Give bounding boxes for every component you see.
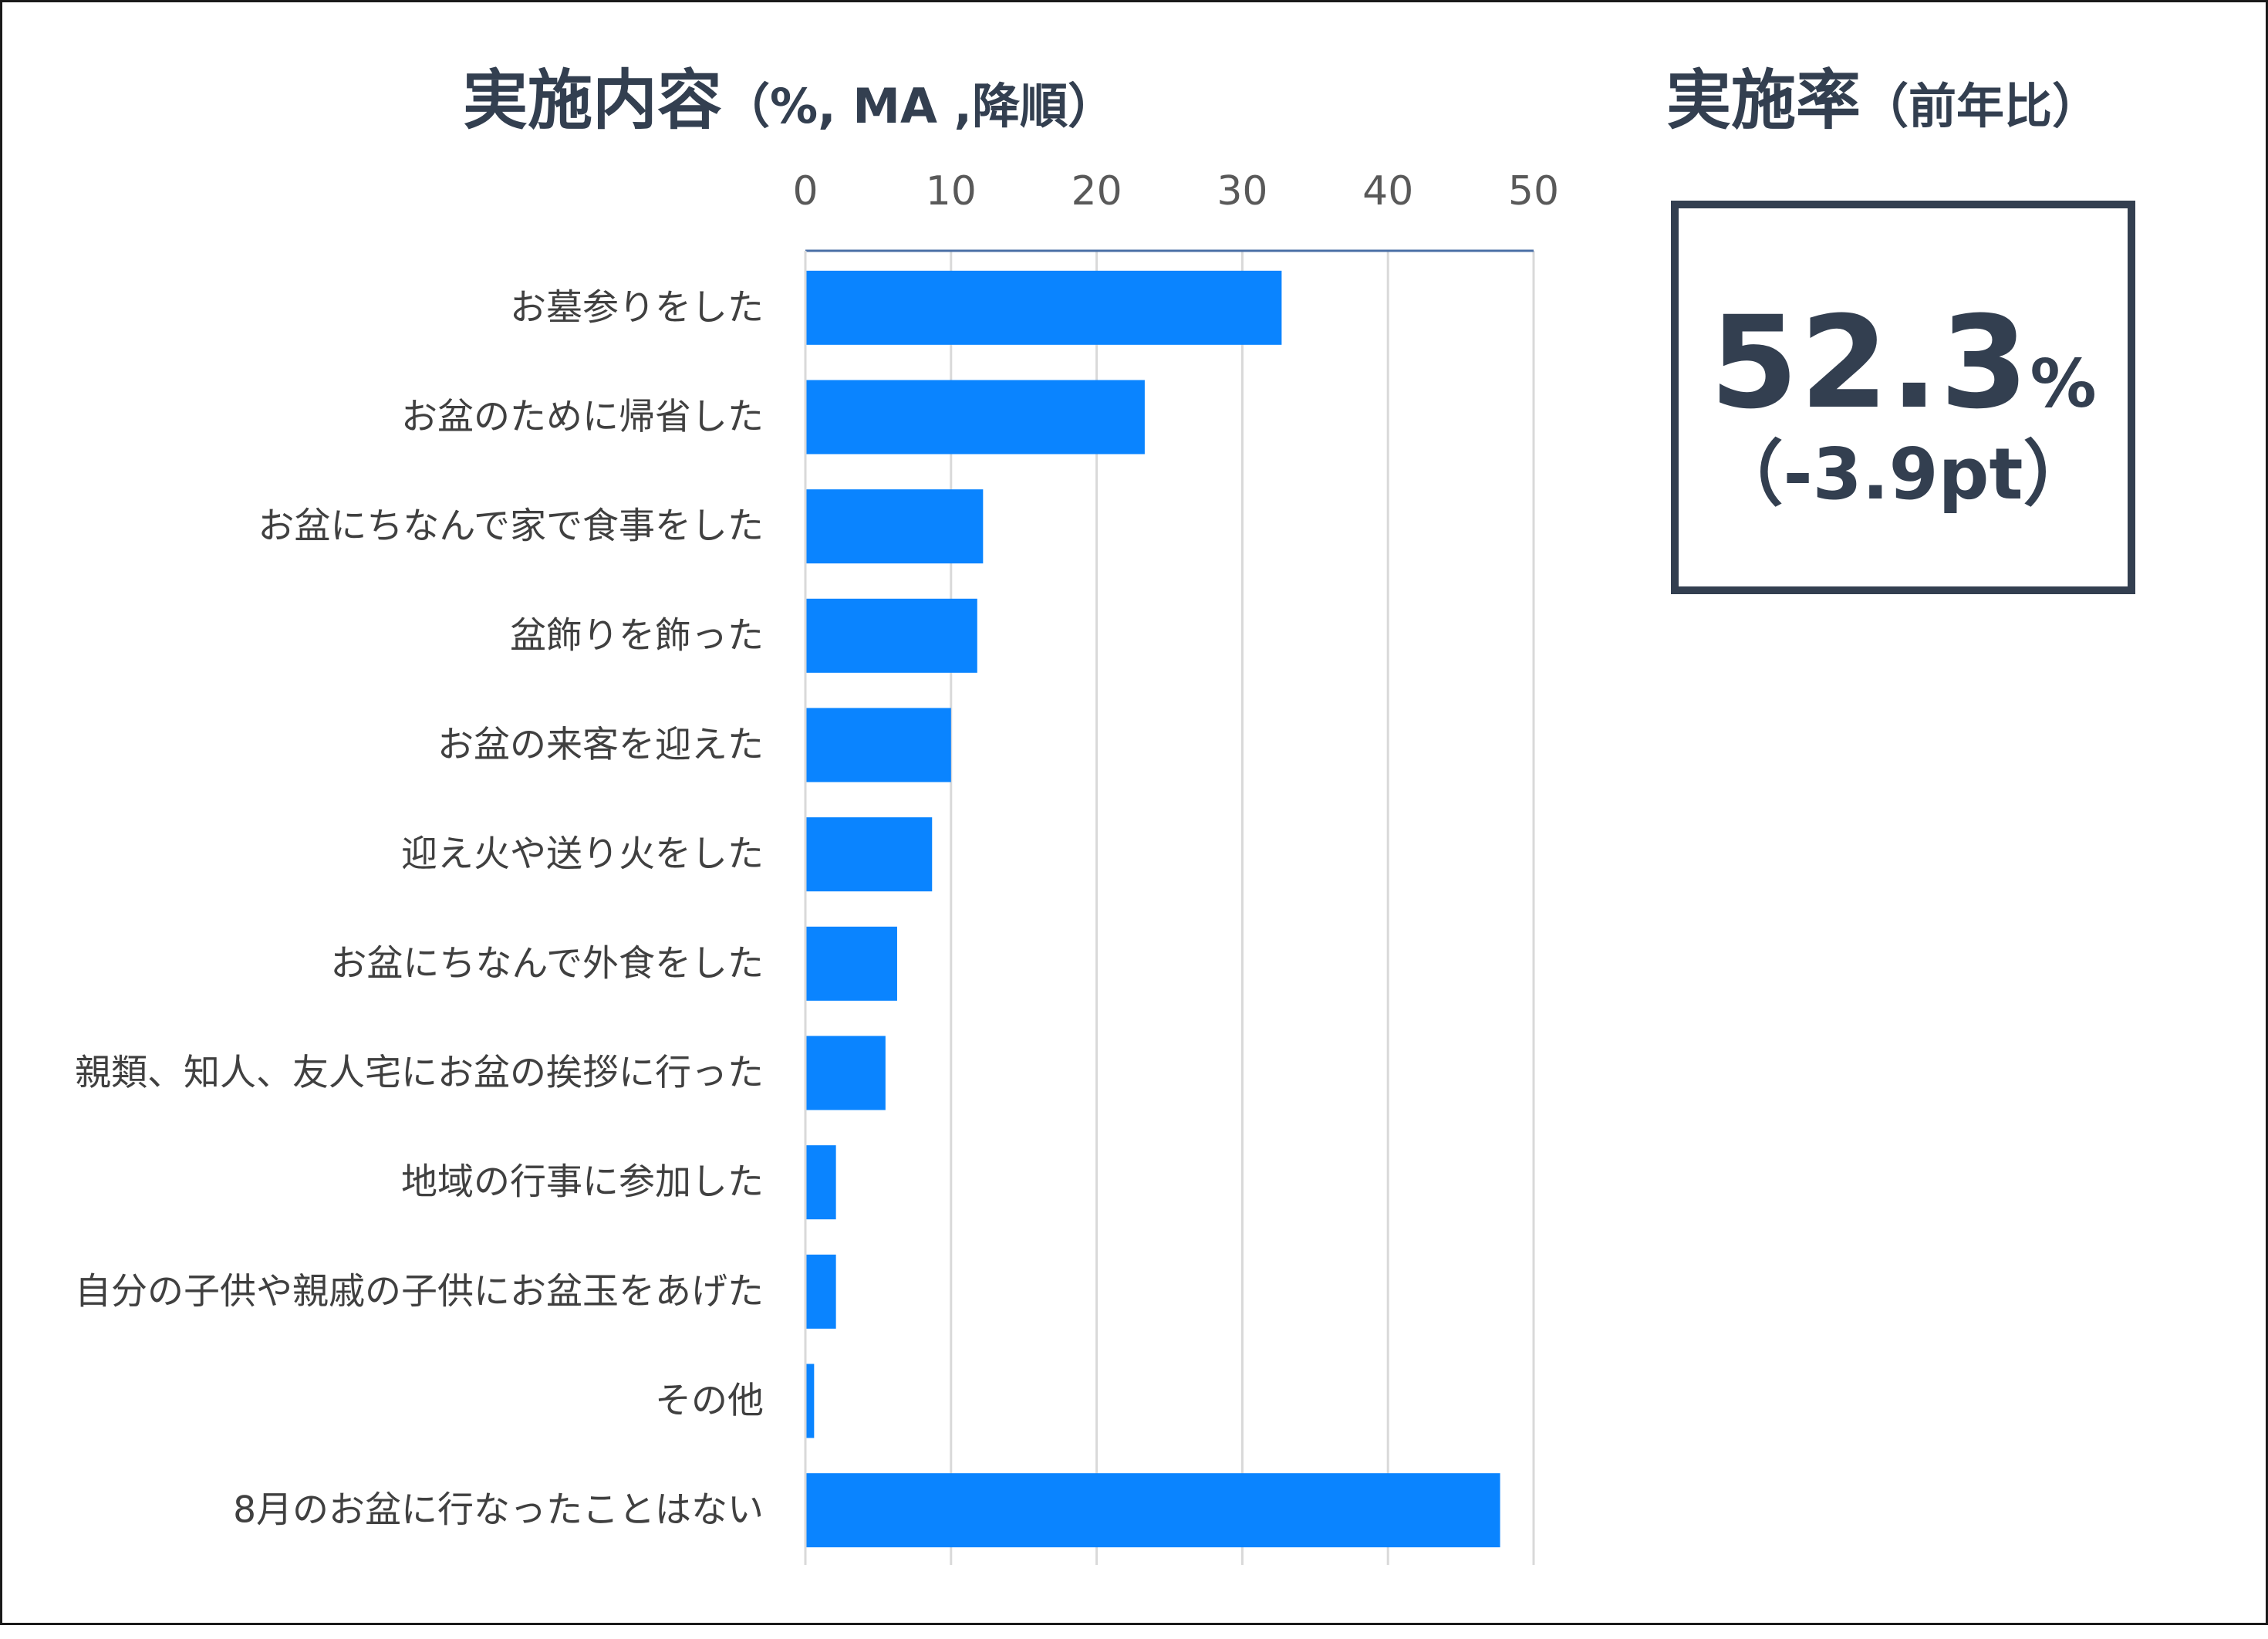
category-label: 親類、知人、友人宅にお盆の挨拶に行った [75,1052,764,1094]
x-tick-label: 0 [792,168,818,215]
category-label: お盆にちなんで家で食事をした [258,505,764,548]
category-label: お盆の来客を迎えた [437,724,764,766]
category-label: お盆にちなんで外食をした [330,942,764,985]
bar [805,1364,815,1438]
category-label: 自分の子供や親戚の子供にお盆玉をあげた [75,1270,764,1313]
rate-title-main: 実施率 [1666,63,1861,138]
bar [805,1145,836,1220]
rate-title-subtitle: （前年比） [1861,78,2101,134]
x-tick-label: 40 [1362,168,1413,215]
bar [805,817,933,892]
bar [805,1254,836,1329]
x-tick-label: 10 [926,168,977,215]
bar [805,489,984,564]
category-label: その他 [655,1380,764,1422]
x-tick-label: 50 [1508,168,1559,215]
bar [805,1473,1500,1548]
x-tick-label: 20 [1072,168,1122,215]
bar [805,926,897,1001]
chart-title-subtitle: （%, MA ,降順） [722,78,1116,134]
x-tick-label: 30 [1217,168,1267,215]
bar [805,1036,886,1110]
category-label: お盆のために帰省した [401,396,764,438]
rate-unit: % [2030,346,2097,423]
rate-value-line: 52.3% [1679,297,2128,428]
bar [805,708,951,782]
rate-title: 実施率（前年比） [1666,54,2100,147]
category-label: お墓参りをした [510,286,764,329]
bar [805,380,1145,455]
rate-change: （-3.9pt） [1712,433,2094,515]
rate-box: 52.3% （-3.9pt） [1671,201,2135,594]
category-label: 8月のお盆に行なったことはない [233,1489,764,1532]
category-label: 迎え火や送り火をした [401,833,764,876]
bar [805,270,1282,345]
rate-value: 52.3 [1709,289,2030,437]
category-label: 地域の行事に参加した [401,1161,764,1204]
category-label: 盆飾りを飾った [510,614,764,657]
bar [805,598,977,673]
chart-title-main: 実施内容 [463,63,723,138]
chart-title: 実施内容（%, MA ,降順） [463,54,1115,147]
